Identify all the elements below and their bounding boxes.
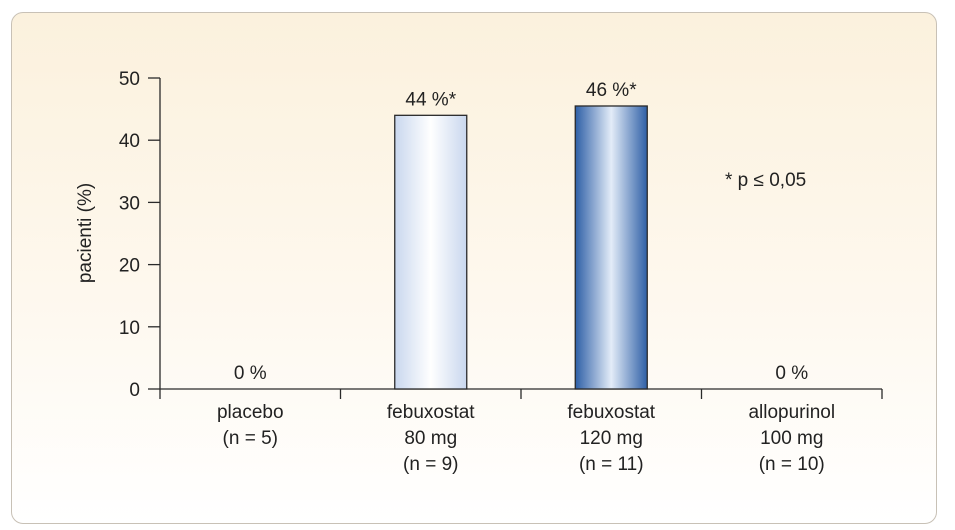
category-label: febuxostat xyxy=(567,402,655,423)
data-label-3: 0 % xyxy=(775,363,808,384)
category-label: 100 mg xyxy=(760,428,823,449)
data-label-0: 0 % xyxy=(234,363,267,384)
category-label: (n = 10) xyxy=(759,454,825,475)
category-label: (n = 5) xyxy=(223,428,278,449)
category-label: (n = 9) xyxy=(403,454,458,475)
y-tick-label: 30 xyxy=(119,193,140,214)
axes xyxy=(148,77,883,399)
significance-note: * p ≤ 0,05 xyxy=(725,170,806,191)
category-label: 80 mg xyxy=(404,428,457,449)
bar-1 xyxy=(394,114,468,390)
category-label: (n = 11) xyxy=(579,454,644,475)
bar-2 xyxy=(574,105,648,390)
bars xyxy=(394,105,648,390)
chart-panel xyxy=(11,12,937,524)
category-label: febuxostat xyxy=(387,402,475,423)
y-tick-label: 40 xyxy=(119,131,140,152)
y-tick-label: 20 xyxy=(119,256,140,277)
category-label: 120 mg xyxy=(580,428,643,449)
category-label: allopurinol xyxy=(748,402,835,423)
data-label-2: 46 %* xyxy=(586,80,637,101)
y-tick-label: 50 xyxy=(119,69,140,90)
y-tick-label: 10 xyxy=(119,318,140,339)
labels: 0 10 20 30 40 50 0 % placebo (n = 5) 44 %* febuxos… xyxy=(119,69,835,475)
category-label: placebo xyxy=(217,402,284,423)
y-tick-label: 0 xyxy=(129,380,140,401)
data-label-1: 44 %* xyxy=(405,89,456,110)
y-axis-title: pacienti (%) xyxy=(75,183,96,283)
